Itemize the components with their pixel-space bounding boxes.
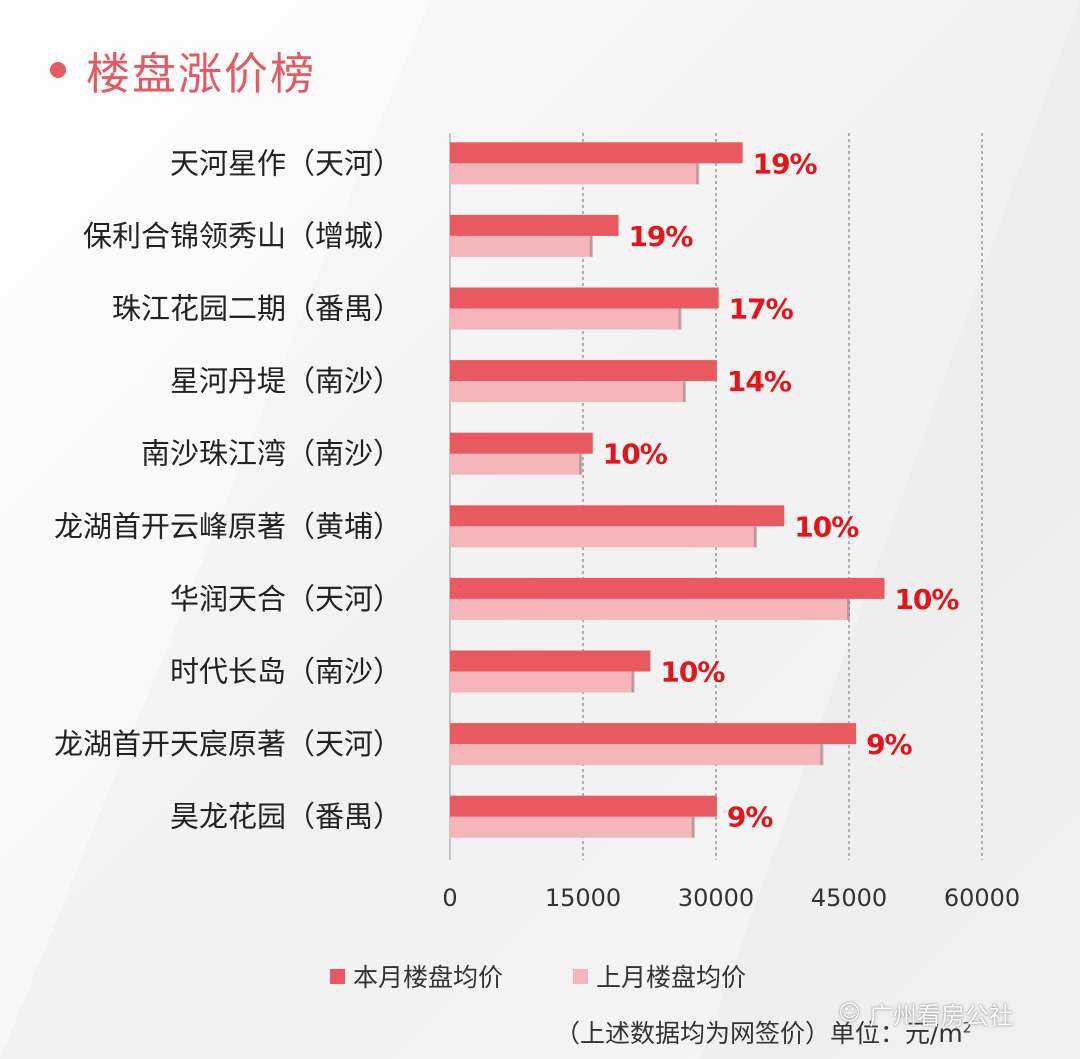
bar-current-month [450,795,717,817]
bar-previous-month [450,163,699,185]
category-label: 天河星作（天河） [170,146,402,180]
title-block: 楼盘涨价榜 [50,38,316,102]
category-label: 龙湖首开天宸原著（天河） [54,727,402,761]
bar-current-month [450,142,743,164]
watermark-text: 广州看房公社 [868,1002,1013,1030]
bar-previous-month-edge [696,163,700,185]
bar-current-month [450,723,857,745]
watermark: ☺ 广州看房公社 [838,996,1013,1031]
category-label: 南沙珠江湾（南沙） [141,437,402,471]
legend-swatch-current [330,968,345,984]
unit-note-superscript: 2 [962,1020,972,1037]
bar-current-month [450,214,619,236]
title-bullet-icon [50,62,66,78]
x-tick-label: 0 [442,884,457,912]
bar-previous-month-edge [753,526,757,548]
bar-previous-month-edge [589,235,593,257]
bar-previous-month [450,598,849,620]
legend-label-previous: 上月楼盘均价 [596,963,747,992]
data-label: 17% [729,293,794,326]
bar-previous-month [450,453,582,475]
x-tick-label: 60000 [944,884,1020,912]
data-label: 14% [727,365,792,398]
category-label: 保利合锦领秀山（增城） [83,219,402,253]
data-label: 10% [894,583,959,616]
bar-previous-month-edge [682,381,686,403]
unit-note-text: （上述数据均为网签价）单位：元/m [555,1019,963,1048]
x-tick-label: 45000 [811,884,887,912]
bar-current-month [450,505,785,527]
legend-label-current: 本月楼盘均价 [353,963,504,992]
data-label: 19% [628,220,693,253]
bar-previous-month-edge [678,308,682,330]
bar-previous-month [450,744,823,766]
bar-current-month [450,360,717,382]
data-label: 10% [794,510,859,543]
wechat-icon: ☺ [838,1001,861,1026]
category-label: 华润天合（天河） [170,582,402,616]
bar-previous-month [450,526,756,548]
bar-previous-month-edge [579,453,583,475]
bar-previous-month-edge [847,598,850,620]
bar-current-month [450,650,651,672]
bar-previous-month [450,235,592,257]
bar-previous-month-edge [820,744,824,766]
bar-previous-month-edge [691,816,695,838]
data-label: 9% [866,728,912,761]
category-label: 龙湖首开云峰原著（黄埔） [54,509,402,543]
data-label: 9% [727,801,773,834]
category-label: 昊龙花园（番禺） [170,800,402,834]
data-label: 10% [660,656,725,689]
unit-note: （上述数据均为网签价）单位：元/m2 [555,1014,972,1050]
category-label: 时代长岛（南沙） [170,655,402,689]
bar-previous-month [450,671,634,693]
legend: 本月楼盘均价 上月楼盘均价 [330,958,816,994]
x-tick-label: 30000 [678,884,754,912]
data-label: 19% [753,147,818,180]
x-tick-label: 15000 [545,884,621,912]
bar-previous-month [450,308,681,330]
bar-previous-month-edge [631,671,635,693]
legend-swatch-previous [573,968,589,984]
bar-current-month [450,577,885,599]
legend-item-current: 本月楼盘均价 [330,958,503,994]
bar-current-month [450,287,719,309]
category-label: 星河丹堤（南沙） [170,364,402,398]
legend-item-previous: 上月楼盘均价 [573,958,746,994]
bar-previous-month [450,816,694,838]
page-title: 楼盘涨价榜 [86,49,316,100]
category-label: 珠江花园二期（番禺） [112,292,402,326]
bar-current-month [450,432,593,454]
data-label: 10% [603,438,668,471]
bar-previous-month [450,381,685,403]
